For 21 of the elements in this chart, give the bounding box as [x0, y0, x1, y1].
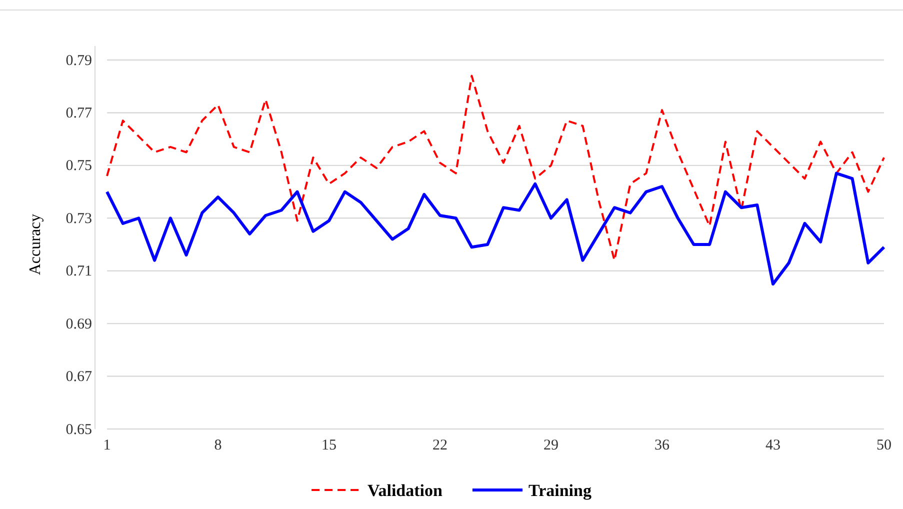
- x-tick-label: 15: [322, 438, 336, 454]
- x-tick-label: 1: [103, 438, 111, 454]
- y-tick-label: 0.67: [66, 369, 92, 386]
- y-tick-label: 0.65: [66, 422, 92, 438]
- x-tick-label: 22: [432, 438, 448, 454]
- x-tick-label: 50: [876, 438, 892, 454]
- y-tick-label: 0.75: [66, 158, 92, 174]
- y-tick-label: 0.79: [66, 52, 92, 69]
- legend-label: Training: [528, 481, 592, 500]
- x-tick-label: 8: [214, 438, 222, 454]
- x-tick-label: 43: [766, 438, 780, 454]
- y-tick-label: 0.69: [66, 316, 92, 332]
- x-tick-label: 36: [654, 438, 670, 454]
- y-axis-title: Accuracy: [27, 214, 44, 276]
- x-tick-label: 29: [544, 438, 558, 454]
- line-series: [106, 74, 885, 262]
- y-tick-label: 0.71: [66, 264, 92, 280]
- line-series: [106, 172, 886, 286]
- y-tick-label: 0.77: [66, 106, 92, 122]
- legend-label: Validation: [368, 481, 444, 500]
- y-tick-label: 0.73: [66, 210, 92, 227]
